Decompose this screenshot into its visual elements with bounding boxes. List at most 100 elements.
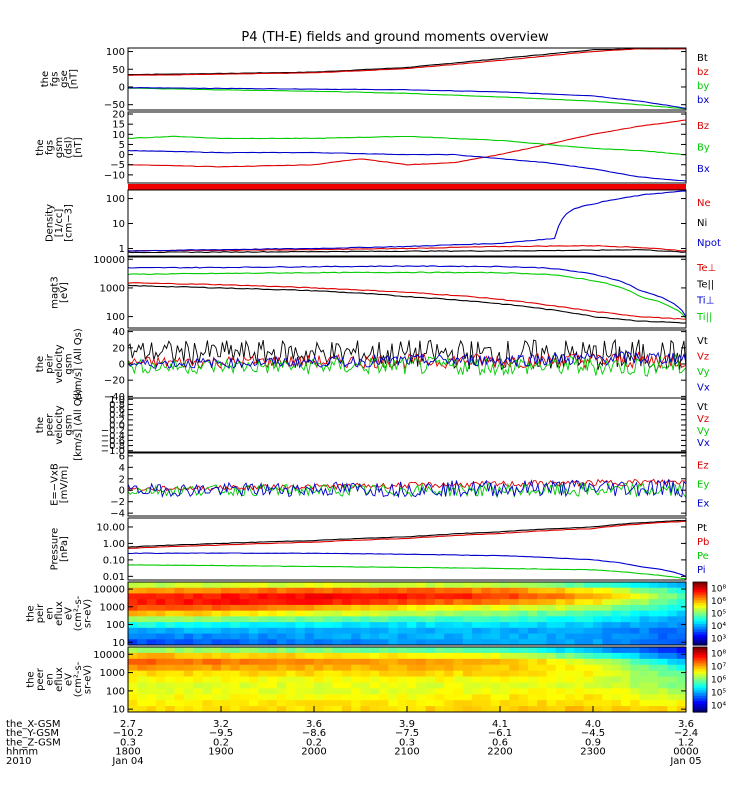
- heatmap-cell: [667, 587, 678, 595]
- heatmap-cell: [593, 587, 603, 595]
- heatmap-cell: [453, 593, 464, 600]
- heatmap-cell: [639, 593, 650, 600]
- heatmap-cell: [490, 639, 501, 645]
- legend-pressure-0: Pt: [697, 523, 707, 534]
- heatmap-cell: [555, 622, 566, 629]
- heatmap-cell: [676, 682, 686, 689]
- y-axis-label: peer: [45, 413, 56, 437]
- heatmap-cell: [128, 658, 138, 666]
- heatmap-cell: [221, 682, 231, 689]
- heatmap-cell: [332, 676, 343, 684]
- legend-peir-velocity-3: Vx: [697, 382, 710, 393]
- heatmap-cell: [202, 604, 213, 612]
- heatmap-cell: [137, 599, 148, 606]
- heatmap-cell: [630, 658, 641, 666]
- heatmap-cell: [211, 664, 222, 672]
- heatmap-cell: [658, 700, 668, 707]
- heatmap-cell: [537, 647, 548, 654]
- heatmap-cell: [183, 639, 194, 645]
- heatmap-cell: [165, 622, 176, 629]
- heatmap-cell: [221, 670, 231, 678]
- heatmap-cell: [146, 639, 157, 645]
- heatmap-cell: [174, 652, 185, 660]
- heatmap-cell: [258, 706, 269, 712]
- x-row-value: −2.4: [674, 728, 698, 739]
- colorbar-swatch: [693, 582, 707, 586]
- heatmap-cell: [481, 694, 492, 701]
- heatmap-cell: [434, 604, 445, 612]
- heatmap-cell: [574, 627, 585, 635]
- heatmap-cell: [323, 676, 334, 684]
- heatmap-cell: [537, 652, 548, 660]
- heatmap-cell: [193, 604, 203, 612]
- heatmap-cell: [620, 664, 631, 672]
- heatmap-cell: [239, 593, 250, 600]
- heatmap-cell: [351, 633, 362, 640]
- heatmap-cell: [146, 587, 157, 595]
- heatmap-cell: [369, 593, 380, 600]
- heatmap-cell: [397, 610, 408, 617]
- heatmap-cell: [202, 664, 213, 672]
- heatmap-cell: [183, 610, 194, 617]
- heatmap-cell: [379, 587, 389, 595]
- heatmap-cell: [574, 604, 585, 612]
- heatmap-cell: [648, 599, 659, 606]
- heatmap-cell: [527, 706, 538, 712]
- heatmap-cell: [565, 639, 575, 645]
- heatmap-cell: [239, 604, 250, 612]
- heatmap-cell: [611, 622, 622, 629]
- series-density-0: [128, 244, 686, 252]
- heatmap-cell: [546, 694, 557, 701]
- heatmap-cell: [360, 633, 371, 640]
- heatmap-cell: [583, 682, 594, 689]
- heatmap-cell: [630, 676, 641, 684]
- heatmap-cell: [500, 676, 510, 684]
- heatmap-cell: [360, 676, 371, 684]
- heatmap-cell: [462, 633, 473, 640]
- heatmap-cell: [221, 599, 231, 606]
- heatmap-cell: [332, 652, 343, 660]
- heatmap-cell: [267, 706, 278, 712]
- heatmap-cell: [379, 706, 389, 712]
- x-row-value: 2200: [487, 747, 512, 758]
- heatmap-cell: [314, 633, 324, 640]
- heatmap-cell: [462, 706, 473, 712]
- series-fgs-dsl-1: [128, 135, 686, 156]
- heatmap-cell: [165, 593, 176, 600]
- legend-pressure-3: Pi: [697, 565, 706, 576]
- heatmap-cell: [248, 599, 259, 606]
- heatmap-cell: [332, 599, 343, 606]
- heatmap-cell: [239, 622, 250, 629]
- heatmap-cell: [630, 706, 641, 712]
- heatmap-cell: [286, 610, 296, 617]
- heatmap-cell: [351, 604, 362, 612]
- heatmap-cell: [165, 627, 176, 635]
- heatmap-cell: [537, 682, 548, 689]
- heatmap-cell: [434, 647, 445, 654]
- heatmap-cell: [472, 622, 482, 629]
- heatmap-cell: [527, 670, 538, 678]
- heatmap-cell: [630, 587, 641, 595]
- heatmap-cell: [425, 622, 436, 629]
- heatmap-cell: [267, 647, 278, 654]
- heatmap-cell: [583, 599, 594, 606]
- heatmap-cell: [472, 627, 482, 635]
- colorbar-swatch: [693, 626, 707, 630]
- heatmap-cell: [276, 652, 287, 660]
- heatmap-cell: [620, 587, 631, 595]
- heatmap-cell: [583, 658, 594, 666]
- heatmap-cell: [462, 616, 473, 623]
- heatmap-cell: [267, 633, 278, 640]
- heatmap-cell: [537, 633, 548, 640]
- heatmap-cell: [574, 593, 585, 600]
- heatmap-cell: [602, 582, 613, 589]
- heatmap-cell: [462, 610, 473, 617]
- heatmap-cell: [416, 587, 427, 595]
- y-tick-label: −20: [104, 376, 125, 387]
- series-peir-velocity-3: [128, 351, 686, 369]
- y-tick-label: −1.0: [101, 446, 125, 457]
- heatmap-cell: [481, 688, 492, 695]
- heatmap-cell: [527, 658, 538, 666]
- heatmap-cell: [221, 652, 231, 660]
- colorbar-swatch: [693, 649, 707, 654]
